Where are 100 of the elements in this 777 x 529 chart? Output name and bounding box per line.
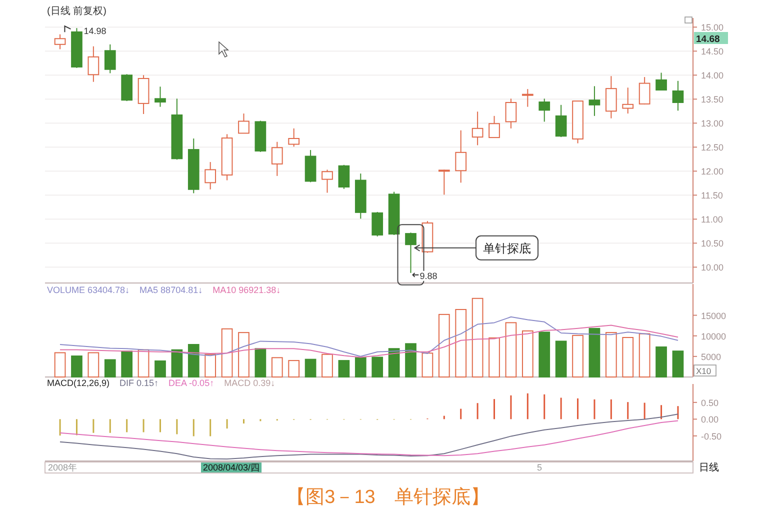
annotation: 14.98 [84, 26, 106, 36]
y-tick-label: 14.50 [701, 46, 724, 57]
annotation: DEA -0.05↑ [168, 378, 214, 388]
candlestick [672, 80, 684, 112]
bar [271, 357, 283, 378]
candlestick [505, 98, 517, 129]
bar [238, 332, 250, 378]
bar [656, 346, 667, 378]
bar [338, 360, 350, 378]
bar [605, 332, 617, 378]
bar [121, 350, 133, 378]
bar [405, 343, 416, 378]
annotation: MA5 88704.81↓ [140, 285, 203, 295]
bar [372, 356, 384, 378]
y-tick-label: 12.50 [701, 142, 724, 153]
y-tick-label: 11.50 [701, 190, 723, 201]
y-tick-label: 12.00 [701, 166, 724, 177]
y-tick-label: 15000 [701, 310, 726, 321]
candlestick [605, 76, 617, 119]
candlestick [472, 111, 484, 146]
bar [188, 344, 200, 378]
bar [388, 348, 400, 378]
text: 【图3－13 单针探底】 [286, 486, 490, 508]
y-tick-label: 0.00 [701, 414, 719, 425]
y-tick-label: -0.50 [701, 431, 722, 442]
y-tick-label: 10000 [701, 331, 726, 342]
candlestick [656, 72, 667, 91]
bar [438, 314, 450, 378]
bar [304, 358, 316, 378]
candlestick [522, 88, 534, 108]
bar [555, 340, 567, 378]
text: X10 [696, 366, 712, 376]
candlestick [88, 46, 100, 82]
bar [422, 352, 434, 378]
bar [154, 360, 166, 378]
bar [221, 328, 233, 378]
y-tick-label: 10.00 [701, 262, 724, 273]
candlestick [154, 86, 166, 108]
bar [288, 360, 300, 378]
line-series [60, 316, 678, 357]
bar [322, 354, 333, 378]
text: 2008年 [48, 462, 78, 472]
bar [472, 298, 484, 378]
candlestick [54, 34, 66, 50]
candlestick [455, 130, 467, 184]
bar [572, 334, 584, 378]
text: 5 [537, 462, 542, 472]
text: 日线 [699, 462, 719, 474]
bar [171, 349, 183, 378]
y-tick-label: 15.00 [701, 22, 724, 33]
candlestick [588, 86, 600, 116]
bar [522, 330, 534, 378]
candlestick [488, 115, 500, 138]
candlestick [204, 162, 216, 190]
candlestick [555, 104, 567, 138]
chart-title: VOLUME 63404.78↓ [47, 285, 130, 295]
chart-title: MACD(12,26,9) [47, 378, 110, 388]
candlestick [638, 76, 650, 105]
annotation: DIF 0.15↑ [120, 378, 159, 388]
y-tick-label: 5000 [701, 352, 722, 362]
annotation: 9.88 [420, 270, 438, 281]
line-series [60, 420, 678, 456]
text: 14.68 [696, 34, 720, 45]
bar [455, 309, 467, 378]
candlestick [271, 141, 283, 176]
candlestick [438, 169, 450, 196]
bar [672, 350, 684, 378]
bar [488, 337, 500, 378]
y-tick-label: 0.50 [701, 398, 719, 408]
candlestick [288, 128, 300, 148]
candlestick [405, 232, 416, 274]
text: 2008/04/03/四 [203, 462, 260, 472]
y-tick-label: 11.00 [701, 214, 723, 225]
bar [204, 354, 216, 378]
bar [138, 349, 150, 378]
bar [588, 328, 600, 378]
bar [538, 332, 550, 378]
bar [254, 348, 266, 378]
bar [638, 333, 650, 378]
bar [104, 359, 116, 378]
y-tick-label: 13.00 [701, 118, 724, 129]
y-tick-label: 13.50 [701, 94, 724, 105]
chart-title: (日线 前复权) [47, 5, 106, 17]
bar [505, 322, 517, 378]
candlestick [538, 98, 550, 122]
y-tick-label: 10.50 [701, 238, 724, 249]
line-series [60, 324, 678, 358]
y-tick-label: 14.00 [701, 70, 724, 81]
line-series [60, 414, 678, 460]
candlestick [622, 87, 634, 114]
bar [71, 356, 82, 378]
annotation: 单针探底 [483, 241, 531, 256]
bar [54, 352, 66, 378]
candlestick [238, 113, 250, 134]
bar [88, 352, 100, 378]
candlestick [372, 211, 384, 237]
candlestick [104, 44, 116, 74]
annotation: MA10 96921.38↓ [212, 285, 281, 295]
candlestick [338, 164, 350, 190]
bar [622, 336, 634, 378]
